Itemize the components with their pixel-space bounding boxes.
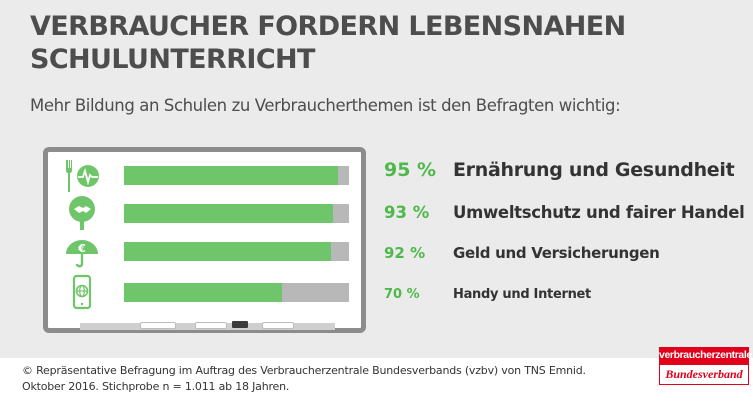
svg-text:€: € (77, 242, 86, 255)
chart-title: VERBRAUCHER FORDERN LEBENSNAHEN SCHULUNT… (30, 11, 626, 75)
source-note: © Repräsentative Befragung im Auftrag de… (22, 363, 586, 395)
euro-umbrella-icon: € (62, 232, 102, 272)
bar-track (124, 166, 349, 185)
chart-subtitle: Mehr Bildung an Schulen zu Verbraucherth… (30, 96, 621, 115)
chalk-piece (195, 322, 227, 329)
eraser (232, 321, 248, 328)
logo-subline: Bundesverband (659, 364, 749, 385)
vzbv-logo: verbraucherzentrale Bundesverband (659, 347, 752, 385)
fork-knife-heartbeat-icon (62, 156, 102, 196)
footer: © Repräsentative Befragung im Auftrag de… (0, 358, 753, 401)
chalk-piece (262, 322, 294, 329)
bar (124, 283, 282, 302)
category-label: Ernährung und Gesundheit (453, 159, 735, 181)
bar (124, 242, 331, 261)
bar-track (124, 283, 349, 302)
smartphone-globe-icon (62, 273, 102, 313)
source-line-2: Oktober 2016. Stichprobe n = 1.011 ab 18… (22, 380, 290, 393)
source-line-1: © Repräsentative Befragung im Auftrag de… (22, 364, 586, 377)
bar (124, 204, 334, 223)
value-label: 92 % (384, 244, 426, 262)
category-label: Geld und Versicherungen (453, 244, 660, 262)
value-label: 70 % (384, 287, 420, 302)
logo-wordmark: verbraucherzentrale (659, 347, 752, 364)
chalk-piece (140, 322, 176, 329)
category-label: Handy und Internet (453, 287, 591, 302)
handshake-tree-icon (62, 194, 102, 234)
value-label: 95 % (384, 159, 437, 181)
bar (124, 166, 338, 185)
bar-track (124, 204, 349, 223)
category-label: Umweltschutz und fairer Handel (453, 203, 745, 222)
value-label: 93 % (384, 203, 430, 222)
bar-track (124, 242, 349, 261)
whiteboard: € (43, 147, 366, 333)
